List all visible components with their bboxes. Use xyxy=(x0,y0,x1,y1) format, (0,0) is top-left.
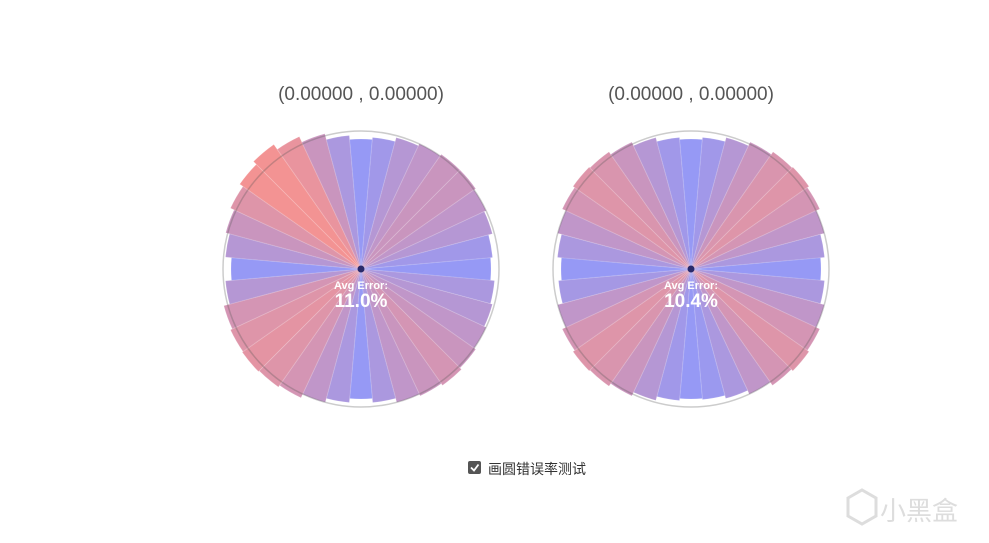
error-wedge xyxy=(679,268,703,400)
error-wedge xyxy=(230,257,362,281)
error-wedge xyxy=(360,268,442,397)
error-wedge xyxy=(252,143,362,270)
error-wedge xyxy=(224,233,362,270)
checkbox[interactable] xyxy=(468,461,481,474)
error-wedge xyxy=(572,166,692,270)
center-dot xyxy=(357,265,365,273)
error-wedge xyxy=(258,268,362,388)
error-wedge xyxy=(360,268,420,403)
target-circle xyxy=(222,130,500,408)
error-wedge xyxy=(276,136,362,270)
error-wedge xyxy=(557,268,692,328)
error-wedge xyxy=(360,210,493,270)
error-wedge xyxy=(360,143,441,270)
error-wedge xyxy=(690,210,825,270)
error-wedge xyxy=(632,268,692,401)
error-wedge xyxy=(690,268,825,328)
error-wedge xyxy=(349,268,373,400)
error-wedge xyxy=(241,268,362,373)
error-wedge xyxy=(360,137,420,270)
error-wedge xyxy=(325,134,362,270)
error-wedge xyxy=(556,233,692,270)
error-wedge xyxy=(632,137,692,270)
watermark-logo xyxy=(846,488,878,526)
error-wedge xyxy=(690,151,793,270)
error-wedge xyxy=(690,137,750,270)
error-wedge xyxy=(229,268,362,353)
checkbox-tick xyxy=(470,463,480,472)
error-wedge xyxy=(360,268,397,404)
error-wedge xyxy=(561,268,692,352)
error-wedge xyxy=(225,209,362,270)
error-wedge xyxy=(690,257,822,281)
error-wedge xyxy=(610,268,692,397)
error-wedge xyxy=(690,141,772,270)
target-circle xyxy=(552,130,830,408)
error-wedge xyxy=(690,186,821,270)
error-wedge xyxy=(229,185,362,270)
error-wedge xyxy=(360,268,493,328)
error-wedge xyxy=(560,257,692,281)
error-wedge xyxy=(690,268,793,387)
error-wedge xyxy=(360,268,463,387)
error-wedge xyxy=(690,268,821,352)
error-wedge xyxy=(589,151,692,270)
error-wedge xyxy=(325,268,362,404)
watermark: 小黑盒 xyxy=(880,497,958,527)
avg-error-label: Avg Error: xyxy=(334,280,388,292)
error-wedge xyxy=(572,268,692,372)
coordinates: (0.00000 , 0.00000) xyxy=(278,84,444,105)
error-wedge xyxy=(360,268,477,369)
error-wedge xyxy=(360,234,494,270)
error-wedge xyxy=(610,141,692,270)
error-wedge xyxy=(349,138,373,270)
error-wedge xyxy=(690,268,826,305)
error-wedge xyxy=(557,268,692,305)
error-wedge xyxy=(360,189,487,270)
error-wedge xyxy=(656,268,692,402)
error-wedge xyxy=(690,268,771,395)
coordinates: (0.00000 , 0.00000) xyxy=(608,84,774,105)
error-wedge xyxy=(690,136,726,270)
error-wedge xyxy=(561,186,692,270)
avg-error-value: 11.0% xyxy=(335,291,388,312)
error-wedge xyxy=(278,268,362,399)
checkbox-label[interactable]: 画圆错误率测试 xyxy=(488,461,586,478)
error-wedge xyxy=(360,268,487,349)
error-wedge xyxy=(679,138,703,270)
error-wedge xyxy=(557,210,692,270)
error-wedge xyxy=(360,153,461,270)
error-wedge xyxy=(301,133,362,270)
error-wedge xyxy=(239,163,362,270)
error-wedge xyxy=(360,136,396,270)
error-wedge xyxy=(223,268,362,330)
error-wedge xyxy=(360,257,492,281)
error-wedge xyxy=(690,268,726,401)
avg-error-label: Avg Error: xyxy=(664,280,718,292)
error-wedge xyxy=(360,169,477,270)
error-wedge xyxy=(690,233,826,270)
error-wedge xyxy=(690,166,810,270)
error-wedge xyxy=(690,268,810,372)
error-wedge xyxy=(302,268,362,403)
error-wedge xyxy=(656,136,692,270)
error-wedge xyxy=(360,268,496,305)
avg-error-value: 10.4% xyxy=(664,291,718,312)
center-dot xyxy=(687,265,695,273)
error-wedge xyxy=(224,268,362,305)
error-wedge xyxy=(690,268,749,400)
error-wedge xyxy=(589,268,692,387)
